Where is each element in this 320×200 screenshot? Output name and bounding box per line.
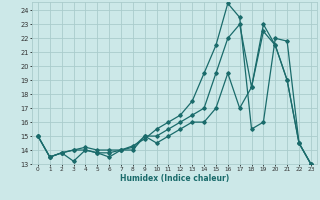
X-axis label: Humidex (Indice chaleur): Humidex (Indice chaleur): [120, 174, 229, 183]
